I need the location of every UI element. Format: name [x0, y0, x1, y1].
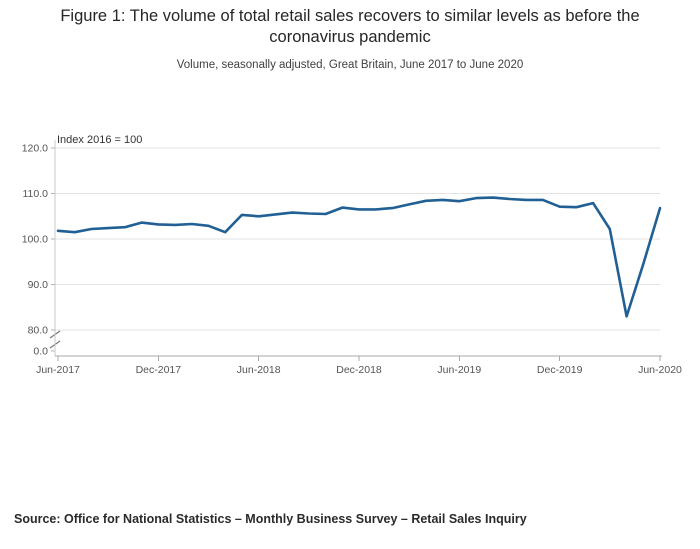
source-note: Source: Office for National Statistics –…: [14, 512, 527, 526]
figure-subtitle: Volume, seasonally adjusted, Great Brita…: [176, 59, 524, 71]
y-tick-label: 100.0: [22, 234, 48, 246]
y-tick-label: 120.0: [22, 143, 48, 155]
y-tick-label-zero: 0.0: [33, 346, 48, 358]
x-tick-label: Jun-2020: [638, 364, 682, 376]
data-line-retail-sales: [56, 196, 662, 318]
x-tick-label: Dec-2018: [336, 364, 382, 376]
figure-title: Figure 1: The volume of total retail sal…: [60, 7, 640, 47]
y-tick-label: 90.0: [28, 279, 49, 291]
y-tick-label: 110.0: [23, 188, 49, 200]
x-tick-label: Jun-2018: [237, 364, 281, 376]
y-tick-label: 80.0: [28, 325, 49, 337]
y-axis-title: Index 2016 = 100: [57, 134, 143, 146]
x-tick-label: Dec-2019: [537, 364, 583, 376]
x-tick-label: Dec-2017: [136, 364, 182, 376]
x-tick-label: Jun-2017: [36, 364, 80, 376]
x-tick-label: Jun-2019: [437, 364, 481, 376]
